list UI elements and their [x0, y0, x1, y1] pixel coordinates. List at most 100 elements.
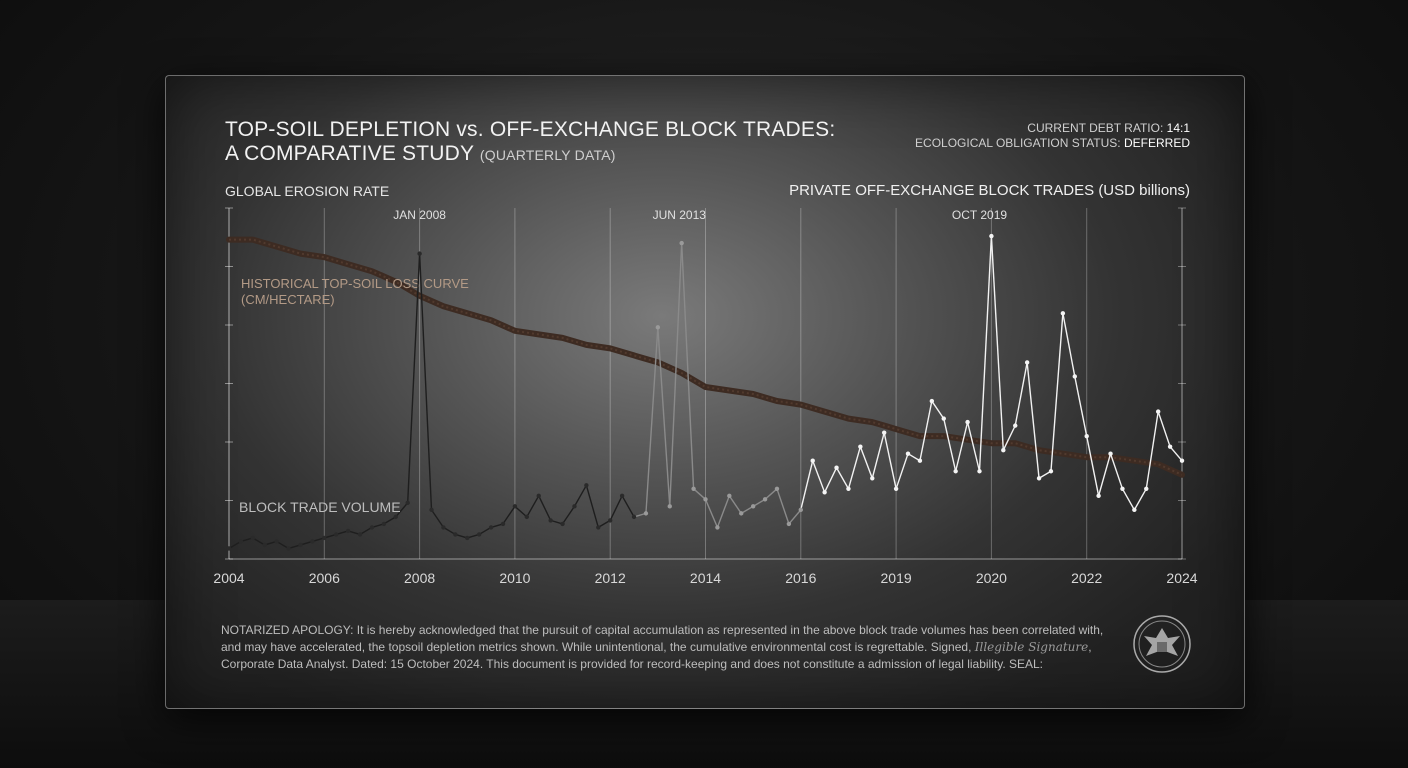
- signature: Illegible Signature: [974, 640, 1089, 654]
- trade-segment: [1074, 376, 1088, 437]
- x-tick-label: 2024: [1166, 570, 1197, 586]
- trade-segment: [1062, 313, 1076, 377]
- notarized-apology: NOTARIZED APOLOGY: It is hereby acknowle…: [221, 622, 1121, 673]
- trade-segment: [966, 421, 981, 472]
- trade-segment: [823, 467, 838, 493]
- trade-point: [739, 511, 744, 516]
- trade-segment: [943, 418, 957, 472]
- annotation-label: JAN 2008: [393, 208, 446, 222]
- trade-segment: [657, 327, 671, 507]
- x-tick-label: 2012: [595, 570, 626, 586]
- trade-point: [1036, 476, 1042, 481]
- trade-point: [500, 521, 506, 527]
- trade-segment: [1050, 313, 1064, 472]
- trade-point: [798, 507, 803, 513]
- trade-point: [286, 546, 291, 551]
- title-subtitle: (QUARTERLY DATA): [479, 147, 616, 163]
- trade-point: [1108, 451, 1113, 456]
- trade-point: [1060, 311, 1066, 316]
- title-line-2-main: A COMPARATIVE STUDY: [225, 142, 474, 165]
- trade-segment: [1097, 453, 1112, 497]
- trade-segment: [228, 540, 242, 550]
- trade-segment: [800, 460, 814, 511]
- x-tick-label: 2008: [404, 570, 435, 586]
- trade-point: [667, 504, 672, 509]
- trade-point: [691, 486, 696, 491]
- trade-segment: [276, 540, 289, 550]
- trade-point: [226, 546, 232, 551]
- left-axis-label: GLOBAL EROSION RATE: [225, 183, 390, 199]
- trade-segment: [1086, 436, 1100, 496]
- debt-ratio-label: CURRENT DEBT RATIO:: [1027, 121, 1164, 135]
- apology-text-2: , Corporate Data Analyst. Dated: 15 Octo…: [221, 640, 1092, 671]
- trade-point: [655, 325, 661, 330]
- apology-text-1: NOTARIZED APOLOGY: It is hereby acknowle…: [221, 623, 1104, 654]
- trade-point: [345, 528, 351, 534]
- x-tick-label: 2004: [213, 570, 244, 586]
- right-axis-label: PRIVATE OFF-EXCHANGE BLOCK TRADES (USD b…: [789, 182, 1190, 199]
- trade-point: [643, 511, 649, 516]
- trade-point: [989, 233, 994, 239]
- trade-point: [1013, 423, 1018, 428]
- trade-segment: [561, 505, 576, 525]
- trade-point: [905, 451, 911, 456]
- trade-segment: [514, 505, 528, 518]
- trade-point: [1001, 447, 1006, 453]
- trade-segment: [931, 400, 945, 419]
- trade-point: [679, 240, 684, 246]
- trade-point: [453, 532, 458, 537]
- trade-segment: [1026, 362, 1040, 479]
- trade-point: [1072, 374, 1077, 379]
- trade-point: [369, 525, 375, 530]
- soil-series-label: HISTORICAL TOP-SOIL LOSS CURVE (CM/HECTAR…: [241, 276, 469, 307]
- trade-point: [238, 539, 244, 544]
- trade-point: [893, 486, 899, 491]
- trade-segment: [764, 488, 778, 500]
- trade-point: [1167, 444, 1173, 449]
- trade-segment: [1133, 488, 1147, 511]
- annotation-label: JUN 2013: [653, 208, 707, 222]
- trade-point: [881, 430, 887, 435]
- meta-block: CURRENT DEBT RATIO: 14:1 ECOLOGICAL OBLI…: [915, 121, 1190, 151]
- trade-segment: [478, 526, 492, 536]
- trade-point: [953, 469, 958, 474]
- x-tick-label: 2019: [881, 570, 912, 586]
- trade-point: [274, 539, 279, 544]
- trade-series-label: BLOCK TRADE VOLUME: [239, 499, 401, 515]
- soil-loss-line: [226, 236, 1185, 478]
- trade-segment: [1121, 488, 1135, 511]
- trade-point: [929, 398, 935, 404]
- trade-segment: [788, 509, 802, 525]
- trade-point: [941, 416, 946, 421]
- chart-panel: TOP-SOIL DEPLETION vs. OFF-EXCHANGE BLOC…: [165, 75, 1245, 709]
- trade-point: [381, 521, 387, 527]
- trade-point: [619, 493, 625, 499]
- trade-segment: [680, 243, 695, 489]
- trade-segment: [1038, 470, 1052, 479]
- trade-point: [631, 514, 637, 520]
- trade-segment: [621, 495, 635, 518]
- trade-point: [322, 535, 327, 541]
- trade-point: [846, 486, 851, 491]
- trade-point: [262, 542, 267, 548]
- trade-point: [608, 518, 613, 523]
- trade-point: [524, 514, 530, 520]
- trade-point: [1120, 486, 1125, 491]
- trade-point: [870, 476, 875, 481]
- trade-point: [334, 532, 339, 537]
- trade-point: [858, 444, 863, 449]
- trade-point: [429, 507, 434, 513]
- trade-segment: [406, 253, 421, 503]
- title-line-1: TOP-SOIL DEPLETION vs. OFF-EXCHANGE BLOC…: [225, 118, 836, 141]
- debt-ratio-value: 14:1: [1166, 121, 1190, 135]
- trade-point: [298, 542, 303, 548]
- trade-segment: [383, 516, 397, 525]
- trade-segment: [728, 495, 742, 514]
- title-line-2: A COMPARATIVE STUDY (QUARTERLY DATA): [225, 142, 835, 167]
- trade-point: [560, 521, 565, 527]
- trade-segment: [418, 253, 433, 510]
- trade-segment: [752, 498, 766, 507]
- trade-point: [1144, 486, 1149, 491]
- trade-point: [917, 458, 923, 463]
- trade-point: [1096, 493, 1101, 499]
